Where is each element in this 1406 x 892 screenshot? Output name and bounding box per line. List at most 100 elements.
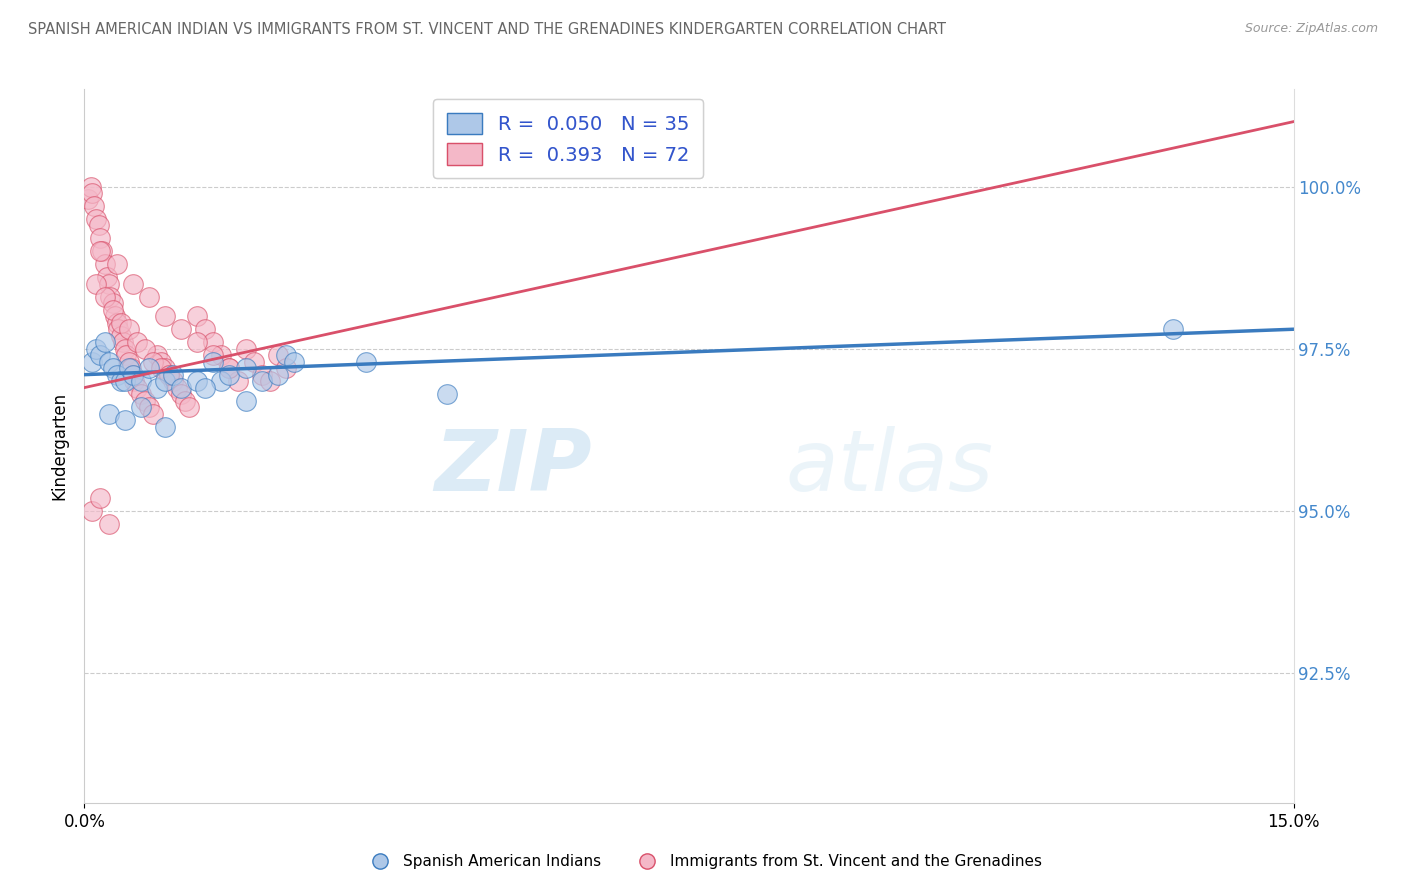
Legend: R =  0.050   N = 35, R =  0.393   N = 72: R = 0.050 N = 35, R = 0.393 N = 72 [433,99,703,178]
Point [101,361,124,376]
Point [142,354,165,368]
Text: SPANISH AMERICAN INDIAN VS IMMIGRANTS FROM ST. VINCENT AND THE GRENADINES KINDER: SPANISH AMERICAN INDIAN VS IMMIGRANTS FR… [28,22,946,37]
Point [129,387,152,401]
Point [105,316,128,330]
Point [105,257,128,271]
Point [110,328,132,343]
Point [274,361,297,376]
Point [267,368,290,382]
Point [93,335,115,350]
Point [259,374,281,388]
Point [97,277,120,291]
Point [101,296,124,310]
Point [86,211,108,226]
Point [170,322,193,336]
Point [118,322,141,336]
Point [174,393,197,408]
Point [82,504,104,518]
Point [153,361,176,376]
Point [121,368,143,382]
Point [235,361,257,376]
Point [105,368,128,382]
Point [82,354,104,368]
Text: Source: ZipAtlas.com: Source: ZipAtlas.com [1244,22,1378,36]
Point [89,244,111,259]
Point [98,290,121,304]
Point [162,368,184,382]
Point [186,374,208,388]
Point [202,348,225,362]
Point [146,381,169,395]
Point [112,335,135,350]
Point [89,231,111,245]
Point [129,374,152,388]
Point [153,419,176,434]
Point [149,354,172,368]
Point [142,407,165,421]
Point [83,199,105,213]
Point [153,310,176,324]
Point [77,193,100,207]
Point [129,400,152,414]
Point [121,368,143,382]
Point [110,316,132,330]
Point [157,368,180,382]
Point [242,354,264,368]
Point [134,393,156,408]
Point [202,354,225,368]
Point [186,310,208,324]
Point [274,348,297,362]
Point [82,186,104,200]
Point [170,381,193,395]
Point [235,342,257,356]
Point [153,374,176,388]
Point [121,277,143,291]
Point [120,361,142,376]
Point [194,381,217,395]
Point [1161,322,1184,336]
Point [114,413,136,427]
Point [97,516,120,531]
Point [194,322,217,336]
Point [104,310,127,324]
Point [125,335,148,350]
Point [97,354,120,368]
Legend: Spanish American Indians, Immigrants from St. Vincent and the Grenadines: Spanish American Indians, Immigrants fro… [359,848,1047,875]
Point [202,335,225,350]
Point [118,361,141,376]
Point [115,348,138,362]
Point [93,290,115,304]
Point [107,322,129,336]
Point [80,179,103,194]
Point [124,374,146,388]
Point [89,491,111,505]
Point [134,342,156,356]
Point [97,407,120,421]
Point [101,302,124,317]
Point [138,290,160,304]
Point [87,219,110,233]
Y-axis label: Kindergarten: Kindergarten [51,392,69,500]
Point [235,393,257,408]
Point [118,354,141,368]
Text: atlas: atlas [786,425,994,509]
Point [157,368,180,382]
Point [179,400,201,414]
Point [226,374,249,388]
Point [218,361,240,376]
Point [267,348,290,362]
Point [110,374,132,388]
Point [96,270,118,285]
Point [250,368,273,382]
Point [86,342,108,356]
Point [114,342,136,356]
Point [356,354,378,368]
Point [218,361,240,376]
Point [138,400,160,414]
Text: ZIP: ZIP [434,425,592,509]
Point [209,348,232,362]
Point [146,348,169,362]
Point [86,277,108,291]
Point [436,387,458,401]
Point [166,381,188,395]
